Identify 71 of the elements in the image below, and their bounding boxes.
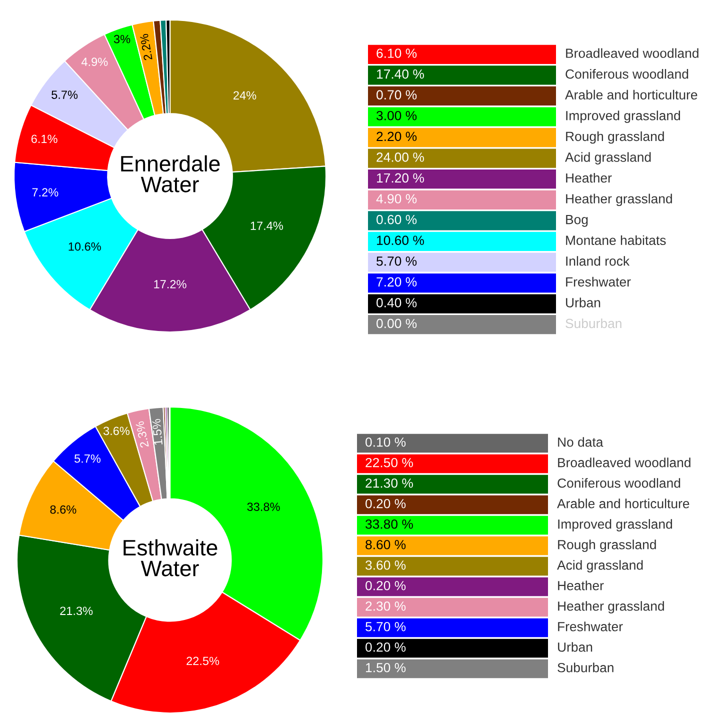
- category-label: Coniferous woodland: [558, 478, 680, 488]
- data-label: 24.00 %: [376, 152, 424, 162]
- text: Ennerdale Water: [121, 155, 220, 192]
- data-label: 2.2%: [140, 34, 152, 61]
- category-label: No data: [558, 437, 604, 447]
- data-label: 5.70 %: [376, 256, 417, 266]
- data-label: 6.10 %: [376, 48, 417, 58]
- category-label: Arable and horticulture: [565, 90, 698, 100]
- data-label: 0.20 %: [366, 498, 406, 508]
- data-label: 8.6%: [50, 505, 76, 514]
- category-label: Montane habitats: [566, 235, 666, 246]
- data-label: 17.40 %: [377, 69, 424, 79]
- category-label: Heather: [566, 172, 612, 183]
- data-label: 5.7%: [74, 454, 101, 463]
- data-label: 7.20 %: [376, 277, 417, 287]
- data-label: 22.50 %: [366, 458, 413, 468]
- category-label: Heather: [558, 580, 604, 590]
- category-label: Freshwater: [566, 276, 631, 287]
- data-label: 33.80 %: [366, 519, 413, 529]
- data-label: 33.8%: [247, 502, 280, 511]
- category-label: Bog: [566, 215, 588, 227]
- data-label: 6.1%: [31, 134, 58, 144]
- data-label: 5.70 %: [366, 622, 406, 632]
- category-label: Urban: [558, 642, 592, 652]
- data-label: 22.5%: [186, 656, 220, 666]
- data-label: 3.00 %: [376, 110, 417, 120]
- category-label: Freshwater: [558, 622, 623, 632]
- category-label: Rough grassland: [566, 131, 664, 144]
- data-label: 0.10 %: [366, 437, 406, 447]
- data-label: 3%: [114, 34, 130, 44]
- data-label: 24%: [234, 91, 256, 100]
- category-label: Heather grassland: [566, 194, 672, 206]
- data-label: 2.30 %: [366, 601, 406, 611]
- data-label: 10.6%: [68, 242, 101, 251]
- category-label: Broadleaved woodland: [566, 48, 698, 58]
- category-label: Improved grassland: [558, 519, 672, 532]
- data-label: 2.20 %: [376, 132, 417, 142]
- data-label: 0.40 %: [376, 298, 417, 308]
- data-label: 3.6%: [103, 426, 130, 436]
- category-label: Acid grassland: [565, 152, 651, 164]
- data-label: 3.60 %: [366, 560, 406, 570]
- category-label: Suburban: [558, 662, 614, 672]
- data-label: 21.3%: [60, 606, 93, 616]
- data-label: 17.20 %: [377, 173, 424, 183]
- data-label: 1.50 %: [366, 662, 406, 672]
- data-label: 7.2%: [32, 188, 58, 196]
- data-label: 0.20 %: [366, 642, 406, 652]
- data-label: 0.20 %: [366, 580, 406, 590]
- data-label: 17.2%: [154, 280, 186, 288]
- data-label: 8.60 %: [366, 540, 406, 550]
- data-label: 0.70 %: [376, 90, 417, 100]
- category-label: Coniferous woodland: [566, 69, 688, 79]
- text: Esthwaite Water: [124, 539, 218, 576]
- category-label: Arable and horticulture: [557, 498, 690, 508]
- category-label: Broadleaved woodland: [558, 458, 690, 468]
- category-label: Heather grassland: [558, 601, 664, 614]
- category-label: Improved grassland: [566, 110, 680, 123]
- category-label: Acid grassland: [557, 560, 643, 572]
- data-label: 5.7%: [52, 90, 78, 99]
- data-label: 10.60 %: [377, 236, 424, 246]
- category-label: Inland rock: [566, 256, 630, 266]
- data-label: 1.5%: [152, 418, 163, 445]
- category-label: Urban: [566, 298, 600, 308]
- category-label: Rough grassland: [558, 540, 656, 552]
- data-label: 4.9%: [81, 58, 108, 66]
- data-label: 0.60 %: [376, 214, 417, 224]
- data-label: 17.4%: [250, 222, 283, 230]
- data-label: 0.00 %: [376, 318, 417, 328]
- data-label: 21.30 %: [366, 478, 413, 488]
- data-label: 4.90 %: [376, 194, 417, 204]
- data-label: 2.3%: [135, 420, 149, 448]
